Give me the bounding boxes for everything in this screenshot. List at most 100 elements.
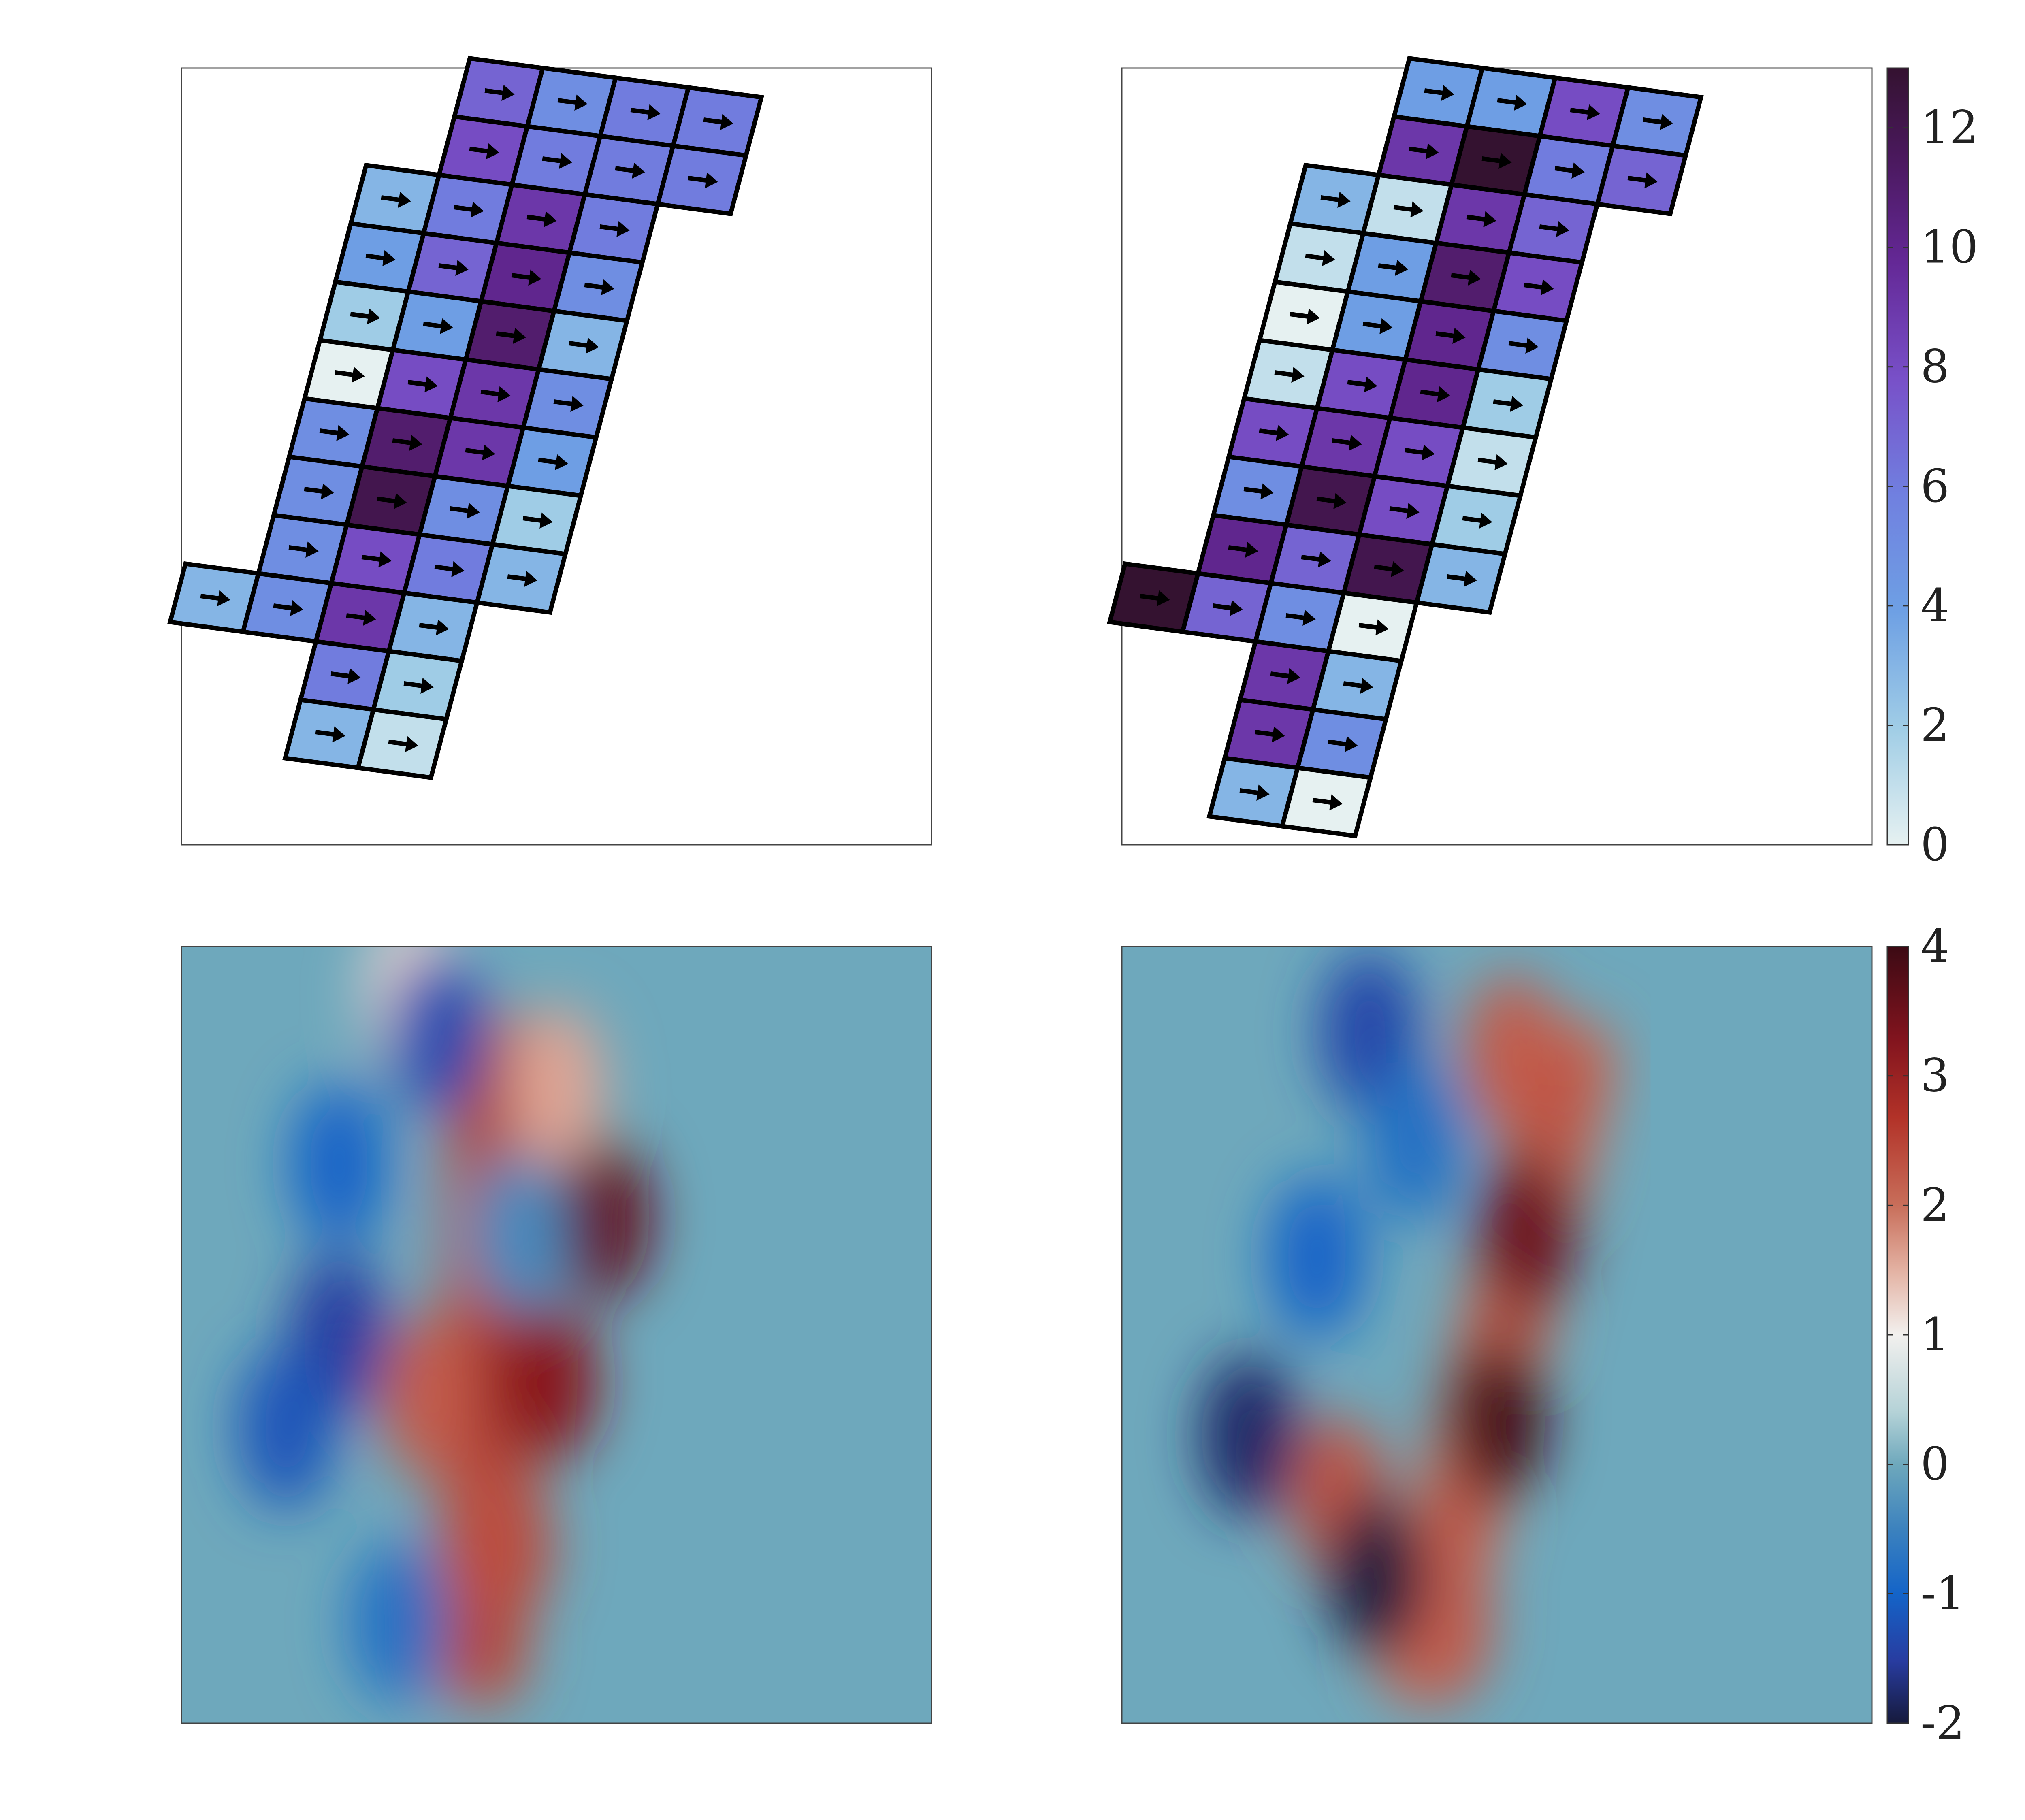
- arrow-right-icon: [330, 668, 361, 684]
- field-blob: [388, 950, 485, 1113]
- arrow-right-icon: [1305, 250, 1335, 266]
- arrow-right-icon: [377, 493, 407, 509]
- arrow-right-icon: [496, 328, 526, 344]
- arrow-right-icon: [630, 104, 661, 121]
- field-blob: [470, 1153, 568, 1315]
- arrow-right-icon: [346, 610, 376, 626]
- arrow-right-icon: [1301, 551, 1331, 568]
- arrow-right-icon: [1447, 571, 1477, 587]
- cell-map-panel-right: [1107, 55, 1873, 846]
- arrow-right-icon: [1627, 172, 1658, 189]
- arrow-right-icon: [469, 143, 499, 160]
- field-blob: [1366, 1059, 1463, 1222]
- arrow-right-icon: [1389, 503, 1420, 519]
- arrow-right-icon: [542, 153, 572, 169]
- arrow-right-icon: [392, 435, 422, 451]
- arrow-right-icon: [1424, 85, 1454, 101]
- arrow-right-icon: [419, 619, 449, 636]
- axes-box: [181, 946, 932, 1724]
- arrow-right-icon: [361, 551, 392, 568]
- axes-box: [1121, 946, 1873, 1724]
- arrow-right-icon: [557, 94, 588, 111]
- arrow-right-icon: [1328, 736, 1358, 752]
- arrow-right-icon: [454, 201, 484, 218]
- cell-grid: [1107, 55, 1704, 839]
- arrow-right-icon: [1508, 337, 1539, 354]
- colorbar-tick-label: 6: [1921, 460, 1949, 513]
- arrow-right-icon: [1316, 493, 1347, 509]
- colorbar-tick-label: 2: [1921, 1179, 1949, 1232]
- cell-map-panel-left: [167, 55, 932, 846]
- arrow-right-icon: [1451, 269, 1481, 286]
- arrow-right-icon: [538, 454, 568, 471]
- arrow-right-icon: [1343, 678, 1373, 694]
- arrow-right-icon: [1481, 153, 1512, 169]
- colorbar-tick-label: 8: [1921, 341, 1949, 393]
- colorbar-tick-label: -2: [1921, 1697, 1965, 1750]
- arrow-right-icon: [434, 561, 465, 578]
- field-blob: [1478, 1153, 1576, 1315]
- colorbar-tick-label: 2: [1921, 699, 1949, 752]
- arrow-right-icon: [200, 590, 230, 607]
- arrow-right-icon: [335, 367, 365, 383]
- arrow-right-icon: [703, 114, 733, 130]
- arrow-right-icon: [1347, 376, 1377, 393]
- arrow-right-icon: [319, 425, 350, 441]
- arrow-right-icon: [1239, 784, 1270, 801]
- field-blob: [290, 1083, 388, 1245]
- arrow-right-icon: [1466, 211, 1496, 228]
- colorbar-top: 0 2 4 6 8 10 12: [1886, 67, 1978, 871]
- colorbar-bottom: -2 -1 0 1 2 3 4: [1886, 920, 1965, 1750]
- field-blob: [1463, 974, 1561, 1136]
- arrow-right-icon: [1554, 162, 1585, 179]
- arrow-right-icon: [1409, 143, 1439, 160]
- arrow-right-icon: [1259, 425, 1289, 441]
- arrow-right-icon: [1405, 444, 1435, 461]
- arrow-right-icon: [1228, 541, 1258, 558]
- arrow-right-icon: [350, 308, 380, 325]
- arrow-right-icon: [1312, 794, 1343, 811]
- arrow-right-icon: [1274, 367, 1305, 383]
- arrow-right-icon: [522, 512, 553, 529]
- arrow-right-icon: [1320, 192, 1351, 208]
- arrow-right-icon: [1362, 318, 1393, 335]
- arrow-right-icon: [1213, 600, 1243, 616]
- field-blob: [238, 1347, 335, 1509]
- arrow-right-icon: [388, 736, 418, 752]
- arrow-right-icon: [1524, 279, 1554, 296]
- arrow-right-icon: [381, 192, 411, 208]
- arrow-right-icon: [688, 172, 718, 189]
- arrow-right-icon: [1435, 328, 1466, 344]
- arrow-right-icon: [365, 250, 396, 266]
- arrow-right-icon: [1285, 610, 1316, 626]
- field-blob: [500, 1300, 598, 1463]
- colorbar-tick-label: 4: [1921, 580, 1949, 632]
- field-blob: [380, 1316, 478, 1478]
- colorbar-tick-label: 0: [1921, 818, 1949, 871]
- arrow-right-icon: [507, 571, 537, 587]
- field-features: [1200, 950, 1619, 1708]
- arrow-right-icon: [1243, 483, 1274, 500]
- arrow-right-icon: [584, 279, 614, 296]
- arrow-right-icon: [407, 376, 438, 393]
- colorbar-tick-label: -1: [1921, 1567, 1965, 1620]
- colorbar-tick-label: 4: [1921, 920, 1949, 973]
- colorbar-gradient: [1886, 67, 1909, 846]
- arrow-right-icon: [1477, 454, 1508, 471]
- arrow-right-icon: [615, 162, 645, 179]
- field-panel-left: [181, 946, 932, 1724]
- arrow-right-icon: [288, 541, 319, 558]
- colorbar-tick-label: 10: [1921, 221, 1978, 274]
- colorbar-ticks: 0 2 4 6 8 10 12: [1887, 102, 1978, 871]
- arrow-right-icon: [1378, 260, 1408, 276]
- field-blob: [553, 1137, 650, 1300]
- arrow-right-icon: [438, 260, 469, 276]
- field-blob: [1328, 1494, 1426, 1657]
- arrow-right-icon: [1497, 94, 1527, 111]
- arrow-right-icon: [1643, 114, 1673, 130]
- arrow-right-icon: [1290, 308, 1320, 325]
- arrow-right-icon: [1393, 201, 1424, 218]
- field-blob: [1200, 1355, 1298, 1517]
- arrow-right-icon: [1255, 726, 1285, 743]
